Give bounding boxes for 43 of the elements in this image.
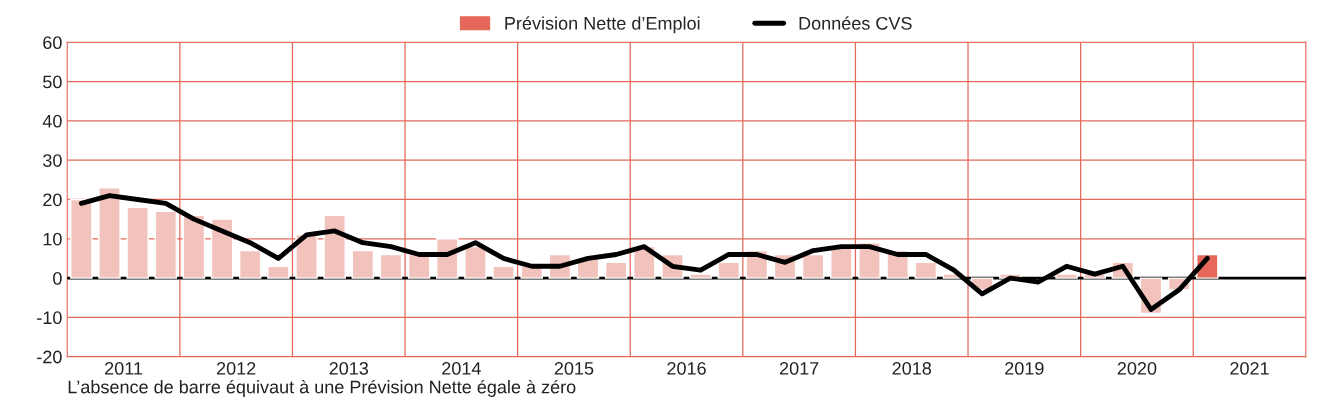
bar: [295, 234, 318, 279]
y-tick-label: 50: [43, 75, 62, 89]
x-tick-label: 2014: [442, 361, 481, 375]
bar: [604, 261, 628, 279]
y-tick-label: -20: [37, 350, 62, 364]
bar: [492, 265, 515, 279]
bar: [801, 253, 825, 279]
legend-label: Prévision Nette d’Emploi: [505, 16, 700, 34]
y-tick-label: -10: [37, 311, 62, 325]
y-tick-label: 10: [43, 232, 62, 246]
bar: [689, 273, 712, 279]
y-tick-label: 60: [43, 36, 62, 50]
x-tick-label: 2021: [1230, 361, 1269, 375]
bar: [182, 214, 206, 279]
bar: [464, 245, 487, 279]
bar: [351, 249, 375, 279]
bar: [98, 187, 121, 279]
x-tick-label: 2012: [216, 361, 256, 375]
bar: [126, 206, 149, 279]
x-tick-label: 2017: [779, 361, 819, 375]
x-tick-label: 2015: [554, 361, 594, 375]
bar: [1055, 273, 1078, 279]
bar: [379, 253, 403, 279]
bar: [70, 198, 93, 279]
bar: [267, 265, 290, 279]
x-tick-label: 2011: [105, 361, 143, 375]
bar: [717, 261, 741, 279]
y-tick-label: 0: [53, 272, 62, 285]
y-tick-label: 30: [43, 154, 62, 167]
x-tick-label: 2018: [892, 361, 932, 375]
text: L’absence de barre équivaut à une Prévision Nette égale à zéro: [68, 379, 576, 397]
y-tick-label: 40: [42, 114, 62, 128]
y-tick-label: 20: [43, 193, 62, 207]
x-tick-label: 2016: [667, 361, 706, 375]
bar: [154, 210, 178, 279]
bar: [914, 261, 938, 279]
bar: [323, 214, 346, 279]
bar: [210, 218, 234, 279]
x-tick-label: 2019: [1005, 361, 1044, 375]
bar: [238, 249, 262, 279]
legend-label: Données CVS: [799, 16, 912, 30]
x-tick-label: 2020: [1117, 361, 1157, 375]
x-tick-label: 2013: [329, 361, 369, 375]
